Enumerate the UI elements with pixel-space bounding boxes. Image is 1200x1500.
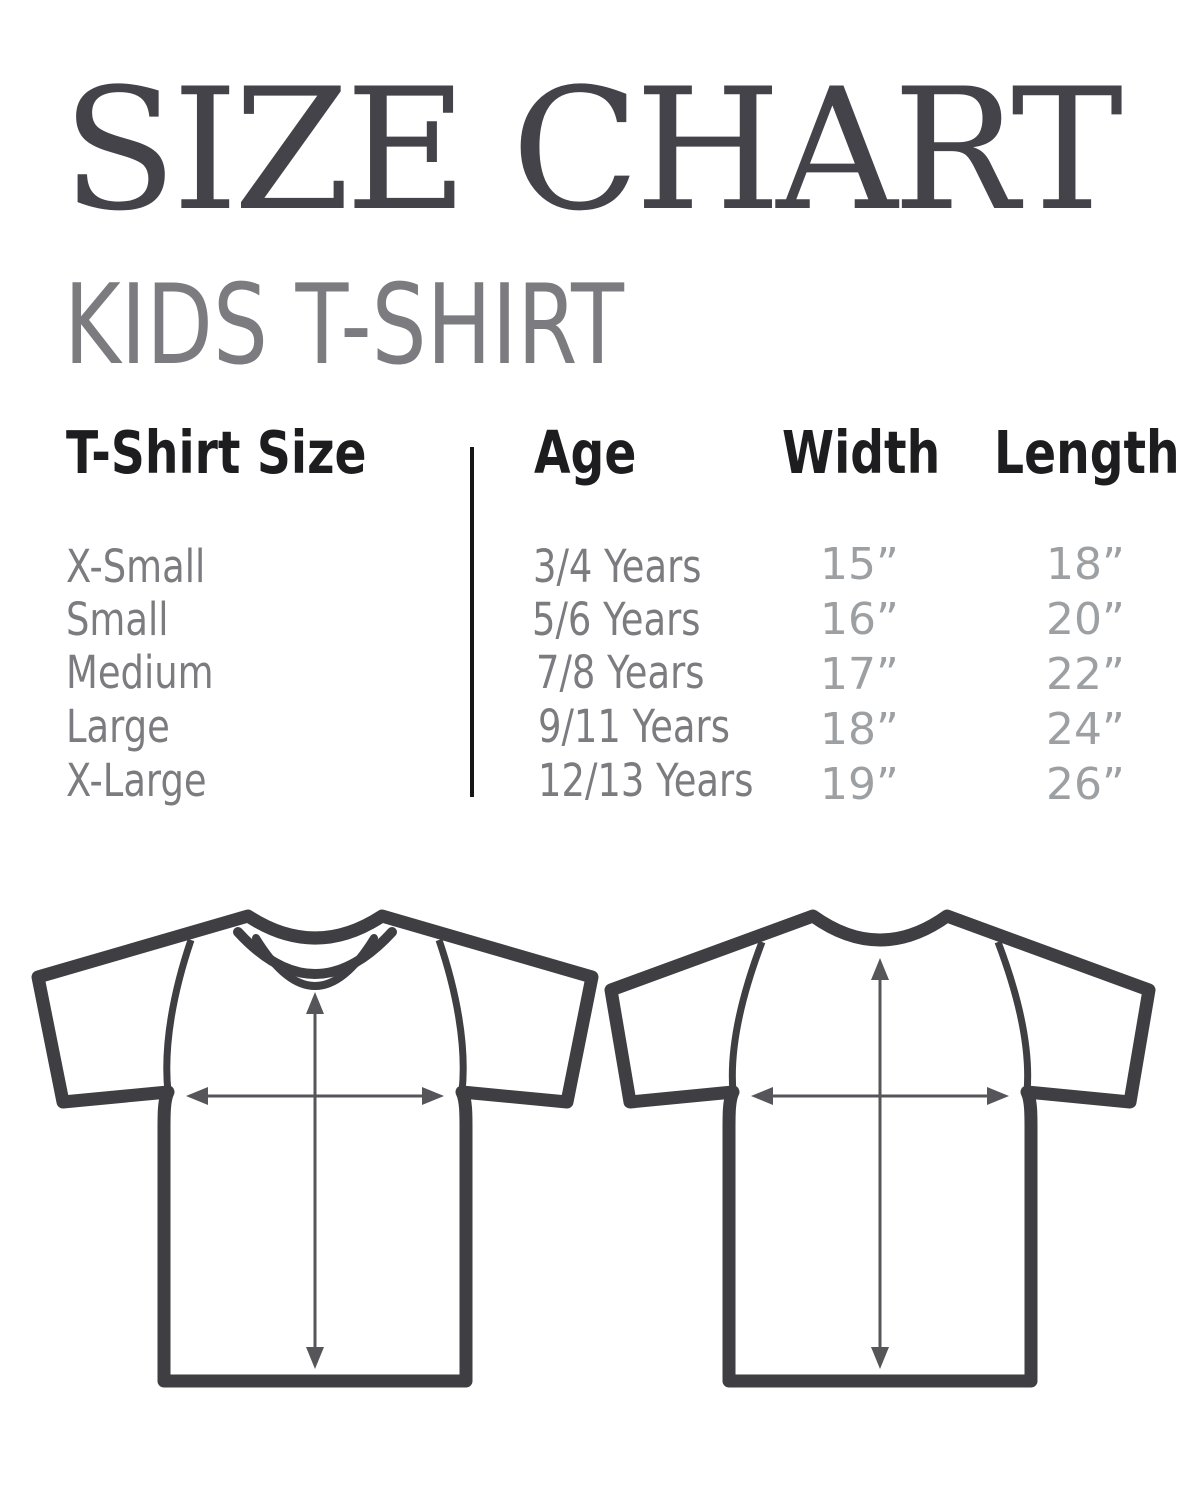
size-cell: X-Small xyxy=(66,540,206,593)
size-cell: Small xyxy=(66,593,169,646)
age-cell: 9/11 Years xyxy=(538,700,730,753)
length-cell: 18” xyxy=(1046,539,1125,590)
table-divider-line xyxy=(470,447,474,797)
width-cell: 18” xyxy=(820,704,899,755)
width-cell: 17” xyxy=(820,649,899,700)
length-cell: 26” xyxy=(1046,759,1125,810)
length-cell: 24” xyxy=(1046,704,1125,755)
collar-band-outer xyxy=(233,927,397,979)
width-cell: 15” xyxy=(820,539,899,590)
page-title: SIZE CHART xyxy=(62,52,1123,248)
width-cell: 19” xyxy=(820,759,899,810)
collar-band-inner xyxy=(252,934,378,990)
column-header-size: T-Shirt Size xyxy=(66,418,367,487)
column-header-length: Length xyxy=(994,418,1180,487)
age-cell: 7/8 Years xyxy=(536,646,705,699)
length-arrow xyxy=(871,958,889,1369)
size-cell: X-Large xyxy=(66,754,207,807)
armhole-seam-right xyxy=(435,938,467,1093)
age-cell: 5/6 Years xyxy=(532,593,701,646)
age-cell: 3/4 Years xyxy=(533,540,702,593)
page-subtitle: KIDS T-SHIRT xyxy=(64,261,624,390)
length-arrow xyxy=(306,992,324,1369)
armhole-seam-left xyxy=(163,938,195,1093)
width-cell: 16” xyxy=(820,594,899,645)
column-header-age: Age xyxy=(534,418,637,487)
column-header-width: Width xyxy=(782,418,941,487)
armhole-seam-right xyxy=(994,940,1032,1093)
tshirt-front-diagram xyxy=(31,909,599,1388)
length-cell: 20” xyxy=(1046,594,1125,645)
age-cell: 12/13 Years xyxy=(538,754,754,807)
size-cell: Large xyxy=(66,700,170,753)
width-arrow xyxy=(751,1087,1009,1105)
tshirt-back-diagram xyxy=(604,909,1156,1388)
armhole-seam-left xyxy=(728,940,766,1093)
size-cell: Medium xyxy=(66,646,214,699)
length-cell: 22” xyxy=(1046,649,1125,700)
width-arrow xyxy=(186,1087,444,1105)
